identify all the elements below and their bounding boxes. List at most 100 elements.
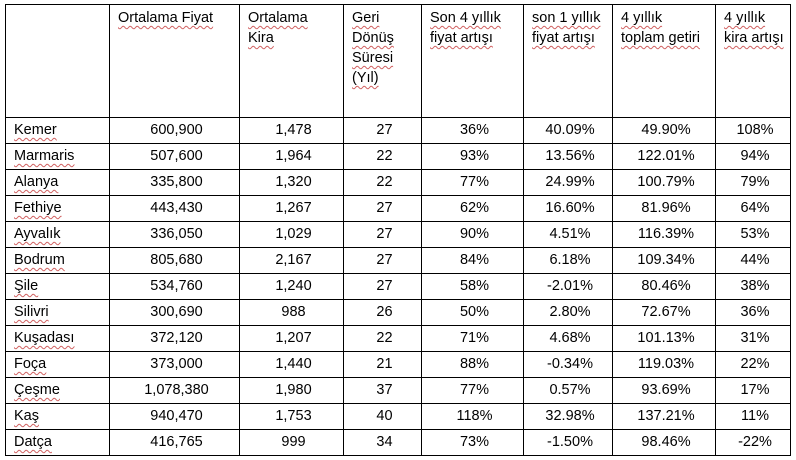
cell-average-rent: 1,320 bbox=[239, 169, 344, 196]
table-row: Ayvalık 336,050 1,029 27 90% 4.51% 116.39% 53% bbox=[5, 221, 791, 248]
table-row: Kemer 600,900 1,478 27 36% 40.09% 49.90% 108% bbox=[5, 117, 791, 144]
data-table: Ortalama Fiyat Ortalama Kira Geri Dönüş … bbox=[5, 4, 791, 456]
cell-4yr-rent-increase: 36% bbox=[715, 299, 791, 326]
cell-4yr-rent-increase: 79% bbox=[715, 169, 791, 196]
cell-1yr-price-increase: 6.18% bbox=[523, 247, 613, 274]
cell-payback-years: 26 bbox=[343, 299, 422, 326]
header-4yr-price-increase: Son 4 yıllık fiyat artışı bbox=[421, 4, 524, 118]
cell-payback-years: 27 bbox=[343, 221, 422, 248]
cell-payback-years: 37 bbox=[343, 377, 422, 404]
cell-payback-years: 34 bbox=[343, 429, 422, 456]
table-row: Alanya 335,800 1,320 22 77% 24.99% 100.79% 79% bbox=[5, 169, 791, 196]
town-name: Alanya bbox=[14, 174, 59, 190]
town-name: Kemer bbox=[14, 122, 57, 138]
header-4yr-rent-increase: 4 yıllık kira artışı bbox=[715, 4, 791, 118]
town-name: Datça bbox=[14, 434, 52, 450]
cell-1yr-price-increase: 16.60% bbox=[523, 195, 613, 222]
town-name: Şile bbox=[14, 278, 39, 294]
cell-payback-years: 40 bbox=[343, 403, 422, 430]
cell-4yr-total-return: 137.21% bbox=[612, 403, 716, 430]
cell-4yr-price-increase: 73% bbox=[421, 429, 524, 456]
cell-payback-years: 22 bbox=[343, 169, 422, 196]
cell-town: Şile bbox=[5, 273, 110, 300]
town-name: Kuşadası bbox=[14, 330, 75, 346]
cell-4yr-total-return: 49.90% bbox=[612, 117, 716, 144]
cell-4yr-price-increase: 62% bbox=[421, 195, 524, 222]
cell-payback-years: 22 bbox=[343, 143, 422, 170]
cell-average-rent: 1,980 bbox=[239, 377, 344, 404]
cell-average-price: 805,680 bbox=[109, 247, 240, 274]
cell-4yr-rent-increase: 31% bbox=[715, 325, 791, 352]
cell-town: Ayvalık bbox=[5, 221, 110, 248]
cell-4yr-rent-increase: -22% bbox=[715, 429, 791, 456]
cell-4yr-total-return: 72.67% bbox=[612, 299, 716, 326]
cell-payback-years: 27 bbox=[343, 273, 422, 300]
cell-1yr-price-increase: -0.34% bbox=[523, 351, 613, 378]
cell-payback-years: 22 bbox=[343, 325, 422, 352]
cell-4yr-total-return: 93.69% bbox=[612, 377, 716, 404]
cell-1yr-price-increase: 4.68% bbox=[523, 325, 613, 352]
cell-4yr-rent-increase: 53% bbox=[715, 221, 791, 248]
cell-average-rent: 1,440 bbox=[239, 351, 344, 378]
cell-4yr-rent-increase: 94% bbox=[715, 143, 791, 170]
cell-town: Çeşme bbox=[5, 377, 110, 404]
cell-1yr-price-increase: 40.09% bbox=[523, 117, 613, 144]
cell-average-rent: 1,207 bbox=[239, 325, 344, 352]
table-row: Bodrum 805,680 2,167 27 84% 6.18% 109.34% 44% bbox=[5, 247, 791, 274]
cell-average-price: 372,120 bbox=[109, 325, 240, 352]
cell-average-price: 335,800 bbox=[109, 169, 240, 196]
table-row: Silivri 300,690 988 26 50% 2.80% 72.67% 36% bbox=[5, 299, 791, 326]
cell-4yr-rent-increase: 11% bbox=[715, 403, 791, 430]
cell-average-price: 1,078,380 bbox=[109, 377, 240, 404]
cell-payback-years: 27 bbox=[343, 195, 422, 222]
cell-average-price: 507,600 bbox=[109, 143, 240, 170]
cell-1yr-price-increase: 24.99% bbox=[523, 169, 613, 196]
cell-average-price: 416,765 bbox=[109, 429, 240, 456]
cell-average-price: 443,430 bbox=[109, 195, 240, 222]
cell-1yr-price-increase: -1.50% bbox=[523, 429, 613, 456]
cell-4yr-price-increase: 58% bbox=[421, 273, 524, 300]
cell-1yr-price-increase: -2.01% bbox=[523, 273, 613, 300]
cell-4yr-total-return: 100.79% bbox=[612, 169, 716, 196]
header-4yr-total-return: 4 yıllık toplam getiri bbox=[612, 4, 716, 118]
cell-average-rent: 1,029 bbox=[239, 221, 344, 248]
table-row: Şile 534,760 1,240 27 58% -2.01% 80.46% 38% bbox=[5, 273, 791, 300]
cell-4yr-total-return: 109.34% bbox=[612, 247, 716, 274]
header-1yr-price-increase: son 1 yıllık fiyat artışı bbox=[523, 4, 613, 118]
town-name: Fethiye bbox=[14, 200, 62, 216]
cell-payback-years: 21 bbox=[343, 351, 422, 378]
cell-4yr-total-return: 116.39% bbox=[612, 221, 716, 248]
cell-town: Alanya bbox=[5, 169, 110, 196]
table-row: Marmaris 507,600 1,964 22 93% 13.56% 122.01% 94… bbox=[5, 143, 791, 170]
header-average-rent: Ortalama Kira bbox=[239, 4, 344, 118]
cell-average-rent: 999 bbox=[239, 429, 344, 456]
table-row: Fethiye 443,430 1,267 27 62% 16.60% 81.96% 64% bbox=[5, 195, 791, 222]
cell-town: Bodrum bbox=[5, 247, 110, 274]
cell-average-price: 600,900 bbox=[109, 117, 240, 144]
cell-town: Marmaris bbox=[5, 143, 110, 170]
town-name: Ayvalık bbox=[14, 226, 61, 242]
cell-average-rent: 988 bbox=[239, 299, 344, 326]
cell-4yr-price-increase: 36% bbox=[421, 117, 524, 144]
cell-4yr-total-return: 122.01% bbox=[612, 143, 716, 170]
town-name: Silivri bbox=[14, 304, 49, 320]
cell-4yr-total-return: 98.46% bbox=[612, 429, 716, 456]
cell-average-price: 336,050 bbox=[109, 221, 240, 248]
cell-town: Kuşadası bbox=[5, 325, 110, 352]
cell-4yr-rent-increase: 44% bbox=[715, 247, 791, 274]
cell-average-price: 940,470 bbox=[109, 403, 240, 430]
cell-4yr-price-increase: 84% bbox=[421, 247, 524, 274]
header-average-price: Ortalama Fiyat bbox=[109, 4, 240, 118]
table-row: Foça 373,000 1,440 21 88% -0.34% 119.03% 22% bbox=[5, 351, 791, 378]
cell-1yr-price-increase: 32.98% bbox=[523, 403, 613, 430]
cell-4yr-total-return: 101.13% bbox=[612, 325, 716, 352]
cell-4yr-price-increase: 77% bbox=[421, 169, 524, 196]
town-name: Marmaris bbox=[14, 148, 75, 164]
cell-1yr-price-increase: 4.51% bbox=[523, 221, 613, 248]
cell-4yr-price-increase: 90% bbox=[421, 221, 524, 248]
cell-4yr-price-increase: 93% bbox=[421, 143, 524, 170]
cell-town: Fethiye bbox=[5, 195, 110, 222]
cell-average-rent: 1,478 bbox=[239, 117, 344, 144]
cell-4yr-price-increase: 88% bbox=[421, 351, 524, 378]
cell-average-rent: 1,964 bbox=[239, 143, 344, 170]
